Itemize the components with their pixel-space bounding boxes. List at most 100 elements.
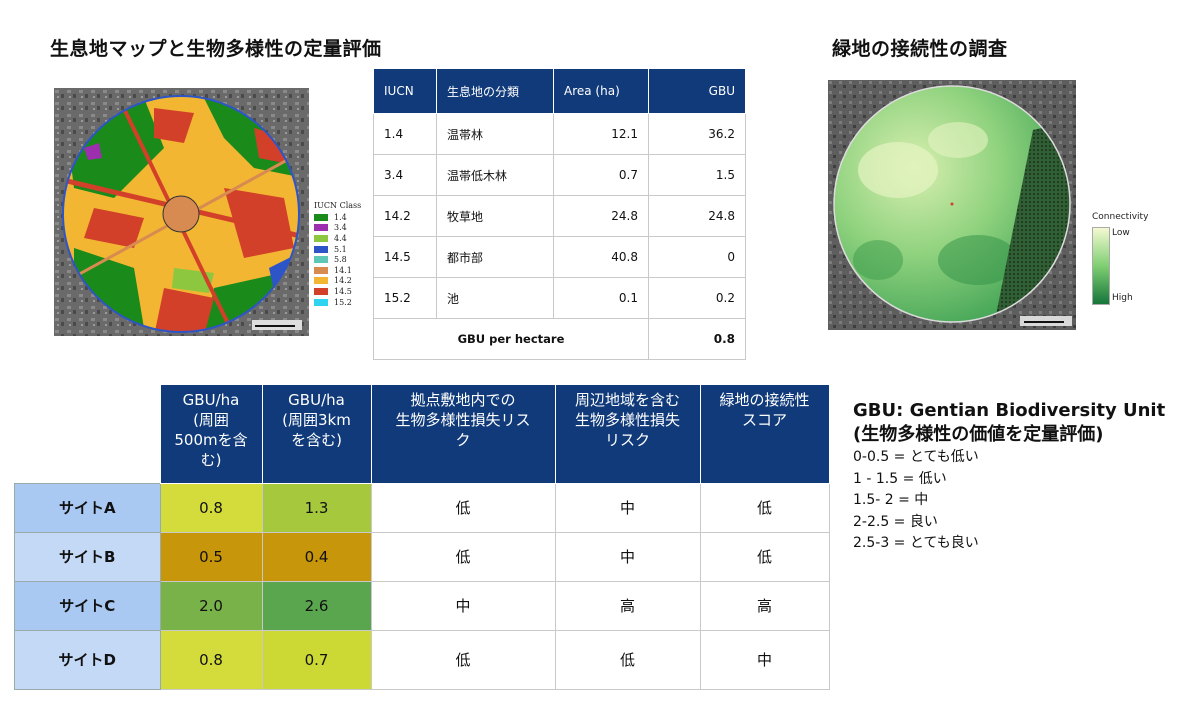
site-risk-cell: 低 — [370, 482, 556, 533]
column-header: 拠点敷地内での 生物多様性損失リス ク — [370, 384, 556, 484]
column-header: GBU — [648, 68, 746, 114]
gbu-3km-cell: 2.6 — [261, 580, 372, 631]
gbu-heading: GBU: Gentian Biodiversity Unit — [853, 400, 1166, 421]
legend-item: 4.4 — [314, 233, 361, 244]
iucn-habitat-table: IUCN 生息地の分類 Area (ha) GBU 1.4 温帯林 12.1 3… — [373, 68, 746, 360]
legend-swatch — [314, 245, 328, 253]
gbu-500m-cell: 0.5 — [159, 531, 263, 582]
table-cell: 0.1 — [553, 277, 649, 319]
gbu-scale-item: 1 - 1.5 = 低い — [853, 470, 947, 487]
site-label: サイトC — [14, 580, 161, 631]
legend-item: 5.8 — [314, 254, 361, 265]
connectivity-gradient-bar — [1092, 227, 1110, 305]
legend-swatch — [314, 277, 328, 285]
area-risk-cell: 高 — [554, 580, 701, 631]
column-header: 生息地の分類 — [436, 68, 554, 114]
connectivity-legend: Connectivity Low High — [1092, 212, 1149, 305]
legend-item: 14.5 — [314, 286, 361, 297]
gbu-per-hectare-value: 0.8 — [648, 318, 746, 360]
connectivity-score-cell: 高 — [699, 580, 830, 631]
connectivity-low-label: Low — [1112, 228, 1130, 238]
column-header: IUCN — [373, 68, 437, 114]
connectivity-score-cell: 低 — [699, 531, 830, 582]
gbu-scale-item: 2-2.5 = 良い — [853, 513, 938, 530]
legend-swatch — [314, 256, 328, 264]
site-risk-cell: 低 — [370, 531, 556, 582]
table-cell: 12.1 — [553, 113, 649, 155]
legend-item: 5.1 — [314, 244, 361, 255]
table-row: サイトA 0.8 1.3 低 中 低 — [14, 482, 830, 533]
column-header: 周辺地域を含む 生物多様性損失 リスク — [554, 384, 701, 484]
site-label: サイトD — [14, 629, 161, 690]
table-cell: 40.8 — [553, 236, 649, 278]
legend-swatch — [314, 234, 328, 242]
legend-item: 14.2 — [314, 276, 361, 287]
table-cell: 牧草地 — [436, 195, 554, 237]
legend-item: 15.2 — [314, 297, 361, 308]
gbu-3km-cell: 1.3 — [261, 482, 372, 533]
iucn-class-legend: IUCN Class 1.4 3.4 4.4 5.1 5.8 14.1 14.2… — [314, 201, 361, 307]
legend-swatch — [314, 287, 328, 295]
site-risk-cell: 低 — [370, 629, 556, 690]
table-cell: 池 — [436, 277, 554, 319]
connectivity-score-cell: 低 — [699, 482, 830, 533]
column-header: Area (ha) — [553, 68, 649, 114]
table-row: サイトB 0.5 0.4 低 中 低 — [14, 531, 830, 582]
table-cell: 都市部 — [436, 236, 554, 278]
legend-swatch — [314, 298, 328, 306]
habitat-section-title: 生息地マップと生物多様性の定量評価 — [50, 38, 382, 60]
column-header: 緑地の接続性 スコア — [699, 384, 830, 484]
table-row: 1.4 温帯林 12.1 36.2 — [373, 113, 746, 155]
connectivity-high-label: High — [1112, 293, 1133, 303]
gbu-scale-legend: GBU: Gentian Biodiversity Unit (生物多様性の価値… — [853, 399, 1165, 555]
table-footer-row: GBU per hectare 0.8 — [373, 318, 746, 360]
table-cell: 3.4 — [373, 154, 437, 196]
gbu-3km-cell: 0.7 — [261, 629, 372, 690]
gbu-scale-item: 2.5-3 = とても良い — [853, 535, 979, 551]
column-header: GBU/ha (周囲3km を含む) — [261, 384, 372, 484]
gbu-subheading: (生物多様性の価値を定量評価) — [853, 424, 1104, 445]
table-cell: 0.2 — [648, 277, 746, 319]
connectivity-map-image — [828, 80, 1076, 330]
gbu-scale-item: 0-0.5 = とても低い — [853, 449, 979, 465]
connectivity-score-cell: 中 — [699, 629, 830, 690]
site-comparison-table: GBU/ha (周囲 500mを含 む) GBU/ha (周囲3km を含む) … — [14, 384, 830, 690]
gbu-per-hectare-label: GBU per hectare — [373, 318, 649, 360]
table-cell: 15.2 — [373, 277, 437, 319]
gbu-500m-cell: 2.0 — [159, 580, 263, 631]
legend-item: 14.1 — [314, 265, 361, 276]
area-risk-cell: 低 — [554, 629, 701, 690]
table-row: 14.2 牧草地 24.8 24.8 — [373, 195, 746, 237]
site-label: サイトB — [14, 531, 161, 582]
table-row: 14.5 都市部 40.8 0 — [373, 236, 746, 278]
table-row: 3.4 温帯低木林 0.7 1.5 — [373, 154, 746, 196]
legend-swatch — [314, 213, 328, 221]
table-row: サイトD 0.8 0.7 低 低 中 — [14, 629, 830, 690]
site-label: サイトA — [14, 482, 161, 533]
table-header-row: GBU/ha (周囲 500mを含 む) GBU/ha (周囲3km を含む) … — [15, 384, 830, 484]
legend-item: 1.4 — [314, 212, 361, 223]
table-cell: 0 — [648, 236, 746, 278]
table-cell: 温帯林 — [436, 113, 554, 155]
area-risk-cell: 中 — [554, 531, 701, 582]
table-cell: 36.2 — [648, 113, 746, 155]
site-risk-cell: 中 — [370, 580, 556, 631]
area-risk-cell: 中 — [554, 482, 701, 533]
connectivity-legend-title: Connectivity — [1092, 212, 1149, 222]
legend-item: 3.4 — [314, 223, 361, 234]
table-cell: 1.4 — [373, 113, 437, 155]
table-cell: 24.8 — [553, 195, 649, 237]
legend-swatch — [314, 266, 328, 274]
table-row: サイトC 2.0 2.6 中 高 高 — [14, 580, 830, 631]
legend-swatch — [314, 224, 328, 232]
column-header: GBU/ha (周囲 500mを含 む) — [159, 384, 263, 484]
table-cell: 温帯低木林 — [436, 154, 554, 196]
gbu-scale-item: 1.5- 2 = 中 — [853, 492, 929, 508]
table-row: 15.2 池 0.1 0.2 — [373, 277, 746, 319]
table-cell: 24.8 — [648, 195, 746, 237]
gbu-500m-cell: 0.8 — [159, 629, 263, 690]
table-cell: 14.2 — [373, 195, 437, 237]
habitat-map-image — [54, 88, 309, 336]
gbu-3km-cell: 0.4 — [261, 531, 372, 582]
table-cell: 0.7 — [553, 154, 649, 196]
